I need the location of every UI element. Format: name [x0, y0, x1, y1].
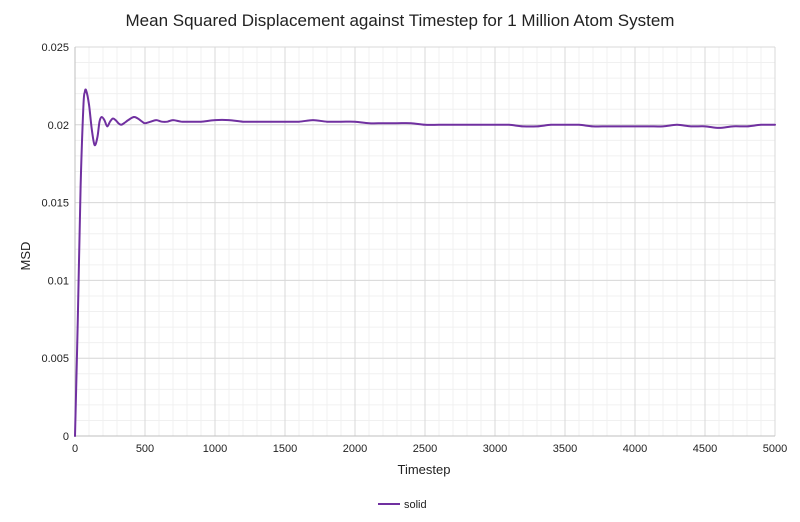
- y-tick-label: 0.01: [48, 275, 69, 287]
- x-tick-label: 5000: [763, 443, 787, 455]
- x-axis-ticks: 0 500 1000 1500 2000 2500 3000 3500 4000 4500 5000: [72, 443, 787, 455]
- y-tick-label: 0.025: [41, 42, 69, 54]
- y-tick-label: 0.005: [41, 353, 69, 365]
- x-tick-label: 4500: [693, 443, 717, 455]
- y-tick-label: 0.02: [48, 120, 69, 132]
- y-tick-label: 0: [63, 431, 69, 443]
- y-tick-label: 0.015: [41, 198, 69, 210]
- x-axis-label: Timestep: [398, 462, 451, 477]
- y-axis-ticks: 0 0.005 0.01 0.015 0.02 0.025: [41, 42, 69, 443]
- y-axis-label: MSD: [18, 242, 33, 271]
- x-tick-label: 4000: [623, 443, 647, 455]
- x-tick-label: 2000: [343, 443, 367, 455]
- chart-title: Mean Squared Displacement against Timest…: [126, 11, 675, 30]
- x-tick-label: 1500: [273, 443, 297, 455]
- x-tick-label: 3500: [553, 443, 577, 455]
- x-tick-label: 3000: [483, 443, 507, 455]
- x-tick-label: 1000: [203, 443, 227, 455]
- x-tick-label: 500: [136, 443, 154, 455]
- legend: solid: [378, 499, 427, 511]
- legend-label-solid: solid: [404, 499, 427, 511]
- x-tick-label: 0: [72, 443, 78, 455]
- x-tick-label: 2500: [413, 443, 437, 455]
- series-line-solid: [74, 88, 776, 437]
